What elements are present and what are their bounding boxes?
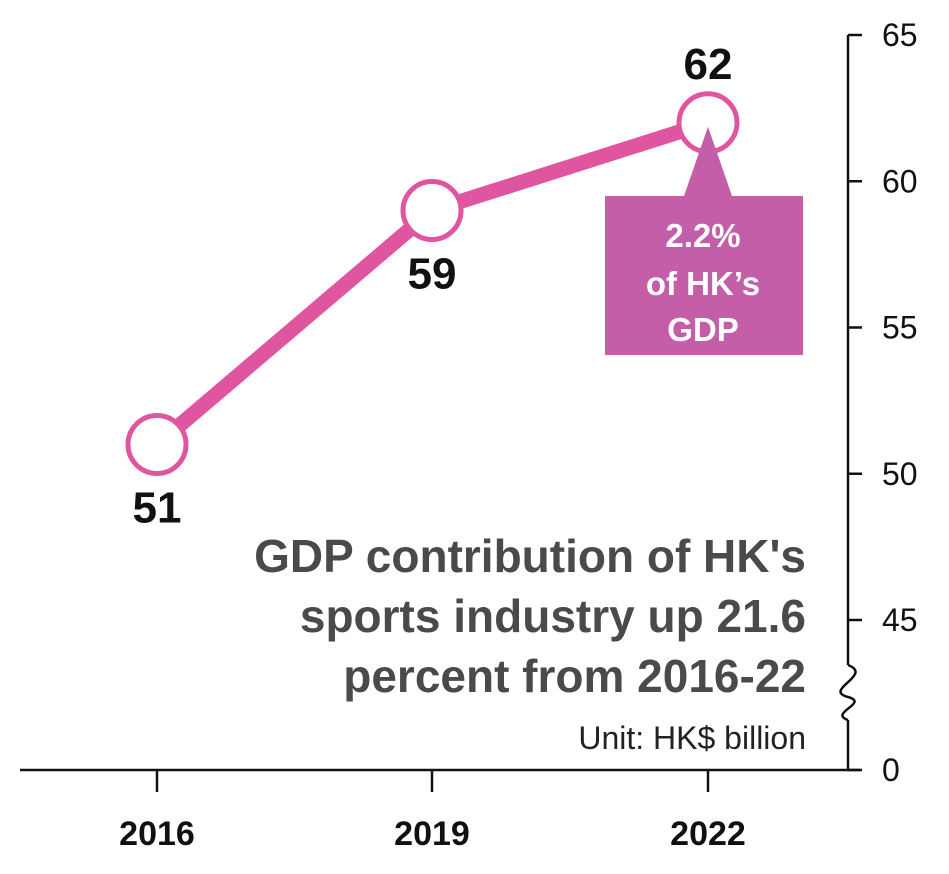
title-line-1: GDP contribution of HK's	[254, 530, 806, 582]
x-tick-label: 2016	[119, 815, 195, 853]
chart-title: GDP contribution of HK's sports industry…	[254, 530, 806, 756]
callout-layer: 2.2% of HK’s GDP	[605, 126, 803, 355]
title-line-2: sports industry up 21.6	[300, 590, 806, 642]
y-tick-label: 60	[882, 163, 918, 199]
x-tick-label: 2022	[670, 815, 746, 853]
data-label: 59	[408, 250, 457, 299]
y-tick-label: 0	[882, 752, 900, 788]
x-tick-label: 2019	[394, 815, 470, 853]
callout-line-3: GDP	[667, 311, 739, 348]
y-axis-break	[839, 663, 857, 722]
callout-line-2: of HK’s	[646, 265, 760, 302]
data-point	[400, 179, 464, 242]
y-tick-label: 45	[882, 602, 918, 638]
data-point	[125, 413, 189, 476]
unit-label: Unit: HK$ billion	[578, 720, 806, 756]
y-tick-label: 55	[882, 310, 918, 346]
data-label: 62	[684, 40, 733, 89]
y-tick-label: 50	[882, 456, 918, 492]
callout-line-1: 2.2%	[665, 217, 740, 254]
label-layer: 51 59 62	[133, 40, 733, 533]
series-layer	[125, 91, 740, 476]
data-label: 51	[133, 484, 182, 533]
callout-box	[605, 126, 803, 355]
y-tick-label: 65	[882, 17, 918, 53]
axis-layer: 0 45 50 55 60 65 2016 2019 2022	[20, 17, 918, 853]
title-line-3: percent from 2016-22	[343, 650, 806, 702]
